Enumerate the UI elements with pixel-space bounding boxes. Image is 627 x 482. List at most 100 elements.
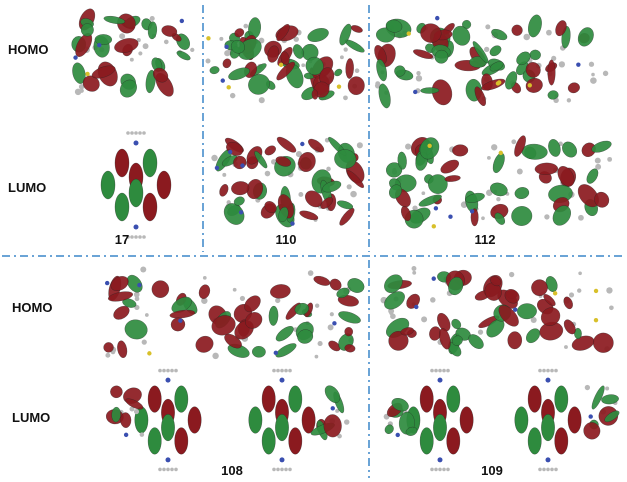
mol112-homo-lobe <box>452 25 471 46</box>
mol108-homo-atom <box>317 341 323 347</box>
mol108-lumo-a-nitrogen-atom <box>165 457 171 463</box>
mol109-lumo-b-lobe <box>554 385 569 413</box>
molecule-label-109: 109 <box>481 463 503 478</box>
mol110-homo-atom <box>343 95 348 101</box>
mol108-lumo-end-a-lobe <box>111 406 121 423</box>
mol112-homo-lobe <box>525 78 543 93</box>
mol108-lumo-a-atom <box>174 467 178 472</box>
mol112-lumo-lobe <box>511 206 533 226</box>
mol108-lumo-end-a-hetero-atom <box>123 432 129 438</box>
mol109-homo-atom <box>411 266 417 271</box>
mol112-homo-lobe <box>528 14 542 38</box>
mol109-lumo-b-nitrogen-atom <box>545 457 551 463</box>
mol110-homo-atom <box>339 55 344 60</box>
mol112-homo-atom <box>602 70 609 77</box>
mol112-lumo-atom <box>511 139 517 145</box>
mol110-homo-lobe <box>339 23 352 46</box>
mol108-lumo-b-lobe <box>261 385 276 413</box>
mol108-homo-atom <box>315 303 320 308</box>
mol109-homo-lobe <box>406 293 420 309</box>
mol110-lumo-hetero-atom <box>240 163 245 168</box>
mol112-lumo-atom <box>594 157 601 164</box>
molecule-label-17: 17 <box>114 232 130 247</box>
mol109-homo-atom <box>508 271 515 278</box>
mol109-homo-lobe <box>384 291 405 310</box>
mol112-lumo-lobe <box>465 192 485 203</box>
mol112-lumo-lobe <box>586 168 599 184</box>
mol108-lumo-a-atom <box>174 368 178 373</box>
mol112-homo-lobe <box>378 83 391 109</box>
mol108-homo-atom <box>141 339 147 345</box>
mol112-lumo-lobe <box>428 174 448 194</box>
mol112-lumo-lobe <box>548 139 561 157</box>
mol112-lumo-hetero-atom <box>469 209 475 214</box>
mol109-lumo-end-b-lobe <box>604 410 620 423</box>
mol112-lumo-lobe <box>514 135 526 157</box>
mol112-lumo-atom <box>412 205 418 211</box>
mol112-homo-hetero-atom <box>495 81 501 86</box>
mol112-homo-hetero-atom <box>576 62 581 67</box>
mol109-lumo-a-atom <box>442 467 446 472</box>
mol108-lumo-b-lobe <box>288 385 303 413</box>
mol112-homo-hetero-atom <box>527 83 532 88</box>
mol109-homo-lobe <box>439 328 451 350</box>
mol109-homo-lobe <box>388 331 409 351</box>
mol108-lumo-end-a-lobe <box>110 385 123 399</box>
mol109-lumo-b-atom <box>554 467 558 472</box>
mol108-homo-atom <box>105 352 111 358</box>
mol112-lumo-atom <box>516 168 523 175</box>
mol112-lumo-lobe <box>552 205 571 226</box>
mol112-lumo-lobe <box>577 184 599 208</box>
mol108-homo-lobe <box>270 284 291 299</box>
mol108-lumo-a-nitrogen-atom <box>165 377 171 383</box>
mol108-lumo-b-atom <box>276 467 280 472</box>
mol112-homo-atom <box>416 70 421 76</box>
mol109-lumo-a-lobe <box>446 427 461 455</box>
mol109-lumo-b-lobe <box>514 406 529 434</box>
mol110-homo-hetero-atom <box>224 44 229 50</box>
mol108-lumo-a-lobe <box>147 427 162 455</box>
mol109-lumo-a-atom <box>438 467 442 472</box>
mol17-homo-atom <box>119 33 126 40</box>
mol112-homo-lobe <box>567 82 580 94</box>
molecule-label-110: 110 <box>275 232 297 247</box>
mol112-lumo-atom <box>481 216 485 221</box>
mol108-lumo-b-atom <box>272 368 276 373</box>
mol108-homo-atom <box>133 291 140 298</box>
mol108-lumo-end-a-lobe <box>125 398 144 410</box>
mol108-lumo-b-lobe <box>261 427 276 455</box>
mol109-lumo-b-lobe <box>541 414 555 442</box>
mol112-homo-atom <box>485 24 491 30</box>
mol112-lumo-lobe <box>490 182 508 197</box>
mol109-lumo-b-atom <box>550 368 554 373</box>
bottom-homo-label: HOMO <box>12 300 53 315</box>
mol109-lumo-b-atom <box>550 467 554 472</box>
mol112-lumo-atom <box>486 189 493 196</box>
mol108-lumo-a-atom <box>170 467 174 472</box>
mol17-homo-hetero-atom <box>85 71 90 77</box>
mol109-lumo-b-atom <box>546 368 550 373</box>
mol17-homo-atom <box>142 43 149 50</box>
mol112-lumo-atom <box>578 214 584 221</box>
top-lumo-label: LUMO <box>8 180 47 195</box>
mol112-homo-lobe <box>505 71 518 90</box>
mol109-lumo-end-b-lobe <box>583 422 601 440</box>
mol110-homo-lobe <box>228 67 250 81</box>
mol110-homo-atom <box>354 68 360 74</box>
mol109-homo-lobe <box>593 332 614 353</box>
mol112-homo-atom <box>591 72 595 77</box>
mol112-homo-lobe <box>525 62 541 78</box>
mol108-homo-lobe <box>252 346 266 358</box>
mol108-lumo-b-nitrogen-atom <box>279 457 285 463</box>
mol109-homo-atom <box>477 329 484 335</box>
mol110-lumo-atom <box>295 151 303 158</box>
mol109-homo-lobe <box>526 328 540 343</box>
mol108-lumo-a-lobe <box>161 414 175 442</box>
mol110-homo-atom <box>205 58 211 64</box>
mol17-lumo-lobe <box>142 192 158 222</box>
mol112-lumo-hetero-atom <box>448 214 453 219</box>
mol110-lumo-hetero-atom <box>227 149 233 155</box>
mol17-lumo-atom <box>130 131 134 135</box>
mol17-lumo-atom <box>126 131 130 135</box>
